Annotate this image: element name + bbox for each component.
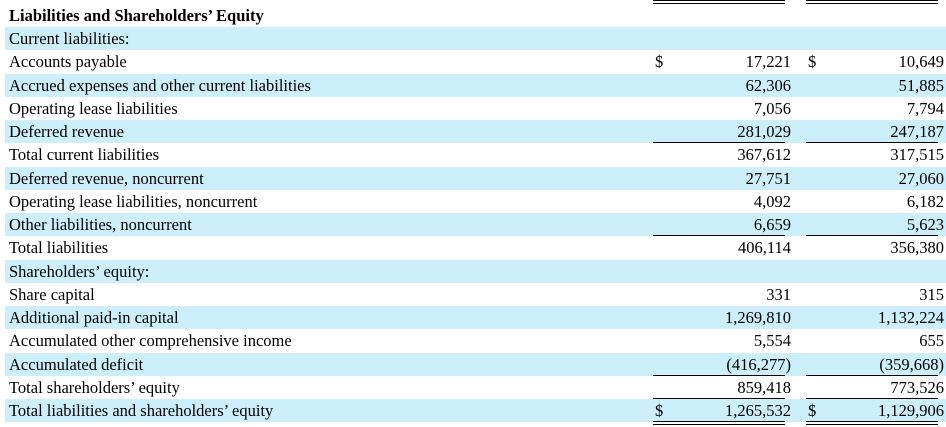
sum-rule [653, 235, 785, 237]
row-label: Total shareholders’ equity [9, 377, 180, 397]
value-cell: (359,668) [879, 354, 944, 374]
value-cell: 27,060 [898, 168, 944, 188]
value-cell: 7,056 [753, 98, 791, 118]
row-label: Operating lease liabilities, noncurrent [9, 191, 258, 211]
row-label: Accounts payable [9, 52, 127, 72]
value-cell: 10,649 [898, 52, 944, 72]
value-cell: 27,751 [745, 168, 791, 188]
value-cell: 281,029 [737, 122, 791, 141]
table-row: Total liabilities and shareholders’ equi… [5, 399, 946, 423]
header-rule [806, 0, 938, 1]
table-row: Share capital 331 315 [5, 283, 946, 306]
value-cell: 356,380 [890, 238, 944, 258]
value-cell: 4,092 [753, 191, 791, 211]
row-label: Other liabilities, noncurrent [9, 215, 192, 234]
sum-rule [806, 398, 938, 399]
total-rule [653, 424, 785, 426]
table-row: Total current liabilities 367,612 317,515 [5, 143, 946, 166]
table-row: Accrued expenses and other current liabi… [5, 73, 946, 97]
value-cell: 1,132,224 [878, 308, 944, 327]
header-rule [653, 3, 785, 4]
value-cell: 1,265,532 [725, 401, 791, 420]
value-cell: 247,187 [890, 122, 944, 141]
row-label: Current liabilities: [9, 29, 130, 48]
value-cell: 51,885 [898, 75, 944, 95]
currency-symbol: $ [655, 401, 664, 420]
row-label: Deferred revenue [9, 122, 124, 141]
value-cell: 17,221 [745, 52, 791, 72]
sum-rule [653, 398, 785, 399]
table-row: Accumulated other comprehensive income 5,… [5, 329, 946, 352]
value-cell: 331 [766, 284, 791, 304]
currency-symbol: $ [655, 52, 664, 72]
row-label: Accumulated deficit [9, 354, 144, 374]
header-rule [653, 0, 785, 1]
value-cell: 6,182 [906, 191, 944, 211]
row-label: Operating lease liabilities [9, 98, 178, 118]
table-row: Shareholders’ equity: [5, 259, 946, 283]
row-label: Share capital [9, 284, 95, 304]
value-cell: 6,659 [753, 215, 791, 234]
value-cell: 1,269,810 [725, 308, 791, 327]
table-title: Liabilities and Shareholders’ Equity [9, 6, 264, 25]
row-label: Total liabilities [9, 238, 109, 258]
table-row: Current liabilities: [5, 27, 946, 51]
header-rule [806, 3, 938, 4]
row-label: Total current liabilities [9, 145, 160, 165]
value-cell: 7,794 [906, 98, 944, 118]
table-row: Total shareholders’ equity 859,418 773,526 [5, 376, 946, 399]
value-cell: 5,554 [753, 331, 791, 351]
table-row: Other liabilities, noncurrent 6,659 5,623 [5, 213, 946, 237]
value-cell: 1,129,906 [878, 401, 944, 420]
sum-rule [806, 142, 938, 144]
total-rule [653, 421, 785, 423]
value-cell: 315 [919, 284, 944, 304]
row-label: Accumulated other comprehensive income [9, 331, 292, 351]
table-row: Accounts payable $ $17,221 10,649 [5, 50, 946, 73]
value-cell: 5,623 [906, 215, 944, 234]
value-cell: 317,515 [890, 145, 944, 165]
row-label: Total liabilities and shareholders’ equi… [9, 401, 274, 420]
currency-symbol: $ [808, 52, 817, 72]
table-row: Deferred revenue 281,029 247,187 [5, 120, 946, 144]
row-label: Shareholders’ equity: [9, 261, 150, 281]
table-row: Additional paid-in capital 1,269,810 1,132… [5, 306, 946, 330]
currency-symbol: $ [808, 401, 817, 420]
value-cell: 406,114 [737, 238, 791, 258]
row-label: Accrued expenses and other current liabi… [9, 75, 311, 95]
row-label: Additional paid-in capital [9, 308, 179, 327]
table-row: Operating lease liabilities 7,056 7,794 [5, 97, 946, 120]
value-cell: 773,526 [890, 377, 944, 397]
sum-rule [806, 235, 938, 237]
sum-rule [806, 374, 938, 376]
table-row: Total liabilities 406,114 356,380 [5, 236, 946, 259]
value-cell: 62,306 [745, 75, 791, 95]
table-row: Accumulated deficit (416,277) (359,668) [5, 352, 946, 376]
row-label: Deferred revenue, noncurrent [9, 168, 204, 188]
total-rule [806, 424, 938, 426]
value-cell: (416,277) [726, 354, 791, 374]
sum-rule [653, 374, 785, 376]
table-row: Deferred revenue, noncurrent 27,751 27,060 [5, 166, 946, 190]
total-rule [806, 421, 938, 423]
value-cell: 655 [919, 331, 944, 351]
value-cell: 367,612 [737, 145, 791, 165]
value-cell: 859,418 [737, 377, 791, 397]
sum-rule [653, 142, 785, 144]
table-row: Operating lease liabilities, noncurrent 4… [5, 190, 946, 213]
